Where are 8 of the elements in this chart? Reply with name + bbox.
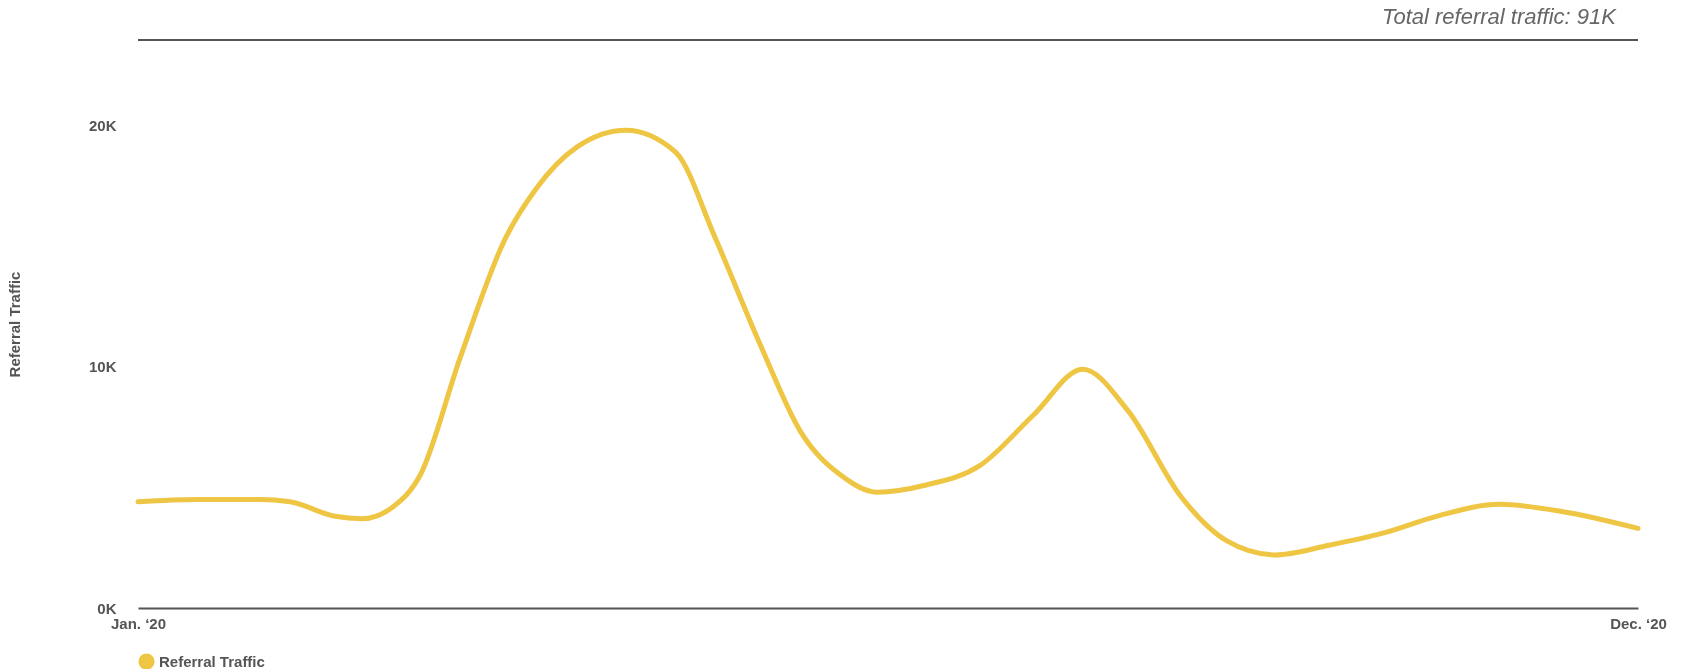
y-tick-label: 10K [88,358,117,376]
y-tick-label: 20K [88,116,117,134]
legend-label: Referral Traffic [159,652,265,669]
text: Total referral traffic: 91K [1382,4,1616,30]
x-tick-label: Jan. ‘20 [110,614,167,632]
x-tick-label: Dec. ‘20 [1610,614,1667,632]
y-tick-label: 0K [97,599,117,617]
y-axis-title: Referral Traffic [5,271,23,378]
